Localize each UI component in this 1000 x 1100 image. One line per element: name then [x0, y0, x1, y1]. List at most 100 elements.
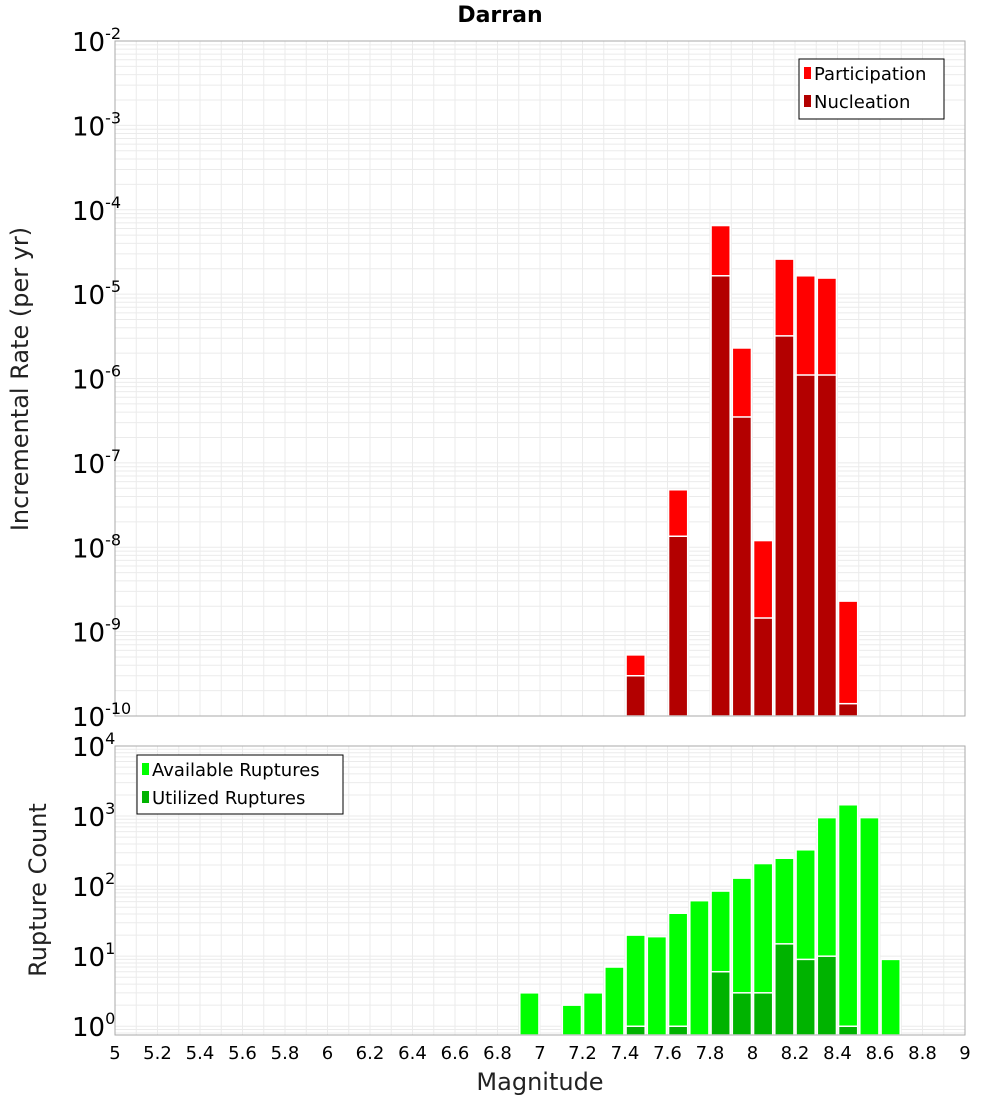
y-tick-label: 10-7 [72, 446, 121, 480]
bar-available-ruptures [646, 935, 668, 1036]
bar-utilized-ruptures [795, 958, 816, 1036]
legend-swatch [804, 95, 811, 107]
bottom-plot-frame [114, 745, 966, 1036]
y-tick-base: 10 [72, 1013, 105, 1043]
top-y-axis-label: Incremental Rate (per yr) [6, 227, 34, 531]
bar-nucleation [837, 702, 859, 717]
x-tick-label: 9 [959, 1043, 970, 1064]
bar-nucleation [731, 416, 753, 717]
y-tick-exponent: -8 [105, 530, 121, 549]
legend-box [136, 754, 344, 815]
y-tick-label: 10-8 [72, 530, 121, 564]
y-tick-base: 10 [72, 450, 105, 480]
bar-utilized-ruptures [625, 1025, 646, 1036]
bar-available-ruptures [519, 992, 540, 1036]
y-tick-exponent: -5 [105, 277, 121, 296]
y-tick-label: 10-3 [72, 108, 121, 142]
bar-nucleation [625, 674, 646, 717]
y-tick-exponent: -9 [105, 615, 121, 634]
legend-swatch [804, 67, 811, 79]
y-tick-label: 10-6 [72, 362, 121, 396]
series-nucleation [625, 275, 859, 717]
y-tick-base: 10 [72, 873, 105, 903]
y-tick-label: 103 [72, 799, 115, 833]
bar-nucleation [667, 535, 689, 717]
x-tick-label: 5 [109, 1043, 120, 1064]
y-tick-label: 10-4 [72, 193, 121, 227]
bar-utilized-ruptures [710, 970, 731, 1036]
x-tick-label: 7.4 [611, 1043, 640, 1064]
bar-available-ruptures [880, 958, 901, 1036]
x-tick-label: 6.6 [441, 1043, 470, 1064]
y-tick-label: 100 [72, 1009, 115, 1043]
legend-swatch [142, 791, 149, 803]
y-tick-exponent: -2 [105, 24, 121, 43]
x-tick-label: 6 [322, 1043, 333, 1064]
x-tick-label: 7.8 [696, 1043, 725, 1064]
y-tick-base: 10 [72, 733, 105, 763]
bar-utilized-ruptures [731, 992, 753, 1036]
y-tick-label: 102 [72, 869, 115, 903]
legend-label: Nucleation [814, 92, 910, 113]
y-tick-base: 10 [72, 803, 105, 833]
y-tick-base: 10 [72, 366, 105, 396]
x-tick-label: 7.6 [653, 1043, 682, 1064]
bar-available-ruptures [561, 1004, 583, 1036]
y-tick-exponent: -10 [105, 699, 131, 718]
y-tick-base: 10 [72, 619, 105, 649]
y-tick-exponent: 2 [105, 869, 115, 888]
top-grid [114, 40, 966, 717]
y-tick-base: 10 [72, 534, 105, 564]
chart-title: Darran [457, 3, 542, 28]
bar-nucleation [710, 275, 731, 717]
x-tick-label: 6.8 [483, 1043, 512, 1064]
x-tick-label: 8.2 [781, 1043, 810, 1064]
bottom-grid [114, 745, 966, 1035]
y-tick-label: 104 [72, 729, 115, 763]
top-legend: Participation Nucleation [798, 58, 945, 120]
legend-label: Utilized Ruptures [152, 788, 305, 809]
y-tick-label: 10-2 [72, 24, 121, 58]
y-tick-exponent: -4 [105, 193, 121, 212]
y-tick-exponent: -7 [105, 446, 121, 465]
bar-available-ruptures [582, 992, 604, 1036]
bar-nucleation [774, 335, 795, 717]
bar-available-ruptures [859, 816, 880, 1036]
y-tick-base: 10 [72, 28, 105, 58]
x-tick-label: 7 [534, 1043, 545, 1064]
top-y-tick-labels: 10-210-310-410-510-610-710-810-910-10 [72, 24, 131, 733]
x-axis-label: Magnitude [476, 1068, 603, 1096]
x-tick-label: 7.2 [568, 1043, 597, 1064]
y-tick-exponent: 3 [105, 799, 115, 818]
bar-available-ruptures [625, 934, 646, 1036]
y-tick-exponent: -3 [105, 108, 121, 127]
bar-utilized-ruptures [667, 1025, 689, 1036]
y-tick-exponent: -6 [105, 362, 121, 381]
y-tick-exponent: 0 [105, 1009, 115, 1028]
bottom-legend: Available Ruptures Utilized Ruptures [136, 754, 344, 815]
y-tick-base: 10 [72, 703, 105, 733]
x-tick-label: 8.4 [823, 1043, 852, 1064]
x-tick-label: 5.4 [186, 1043, 215, 1064]
bar-utilized-ruptures [837, 1025, 859, 1036]
bar-nucleation [795, 374, 816, 717]
bar-utilized-ruptures [816, 955, 838, 1036]
x-tick-label: 8 [747, 1043, 758, 1064]
top-plot-frame [114, 40, 966, 717]
y-tick-label: 10-9 [72, 615, 121, 649]
bar-utilized-ruptures [752, 992, 774, 1036]
y-tick-label: 10-5 [72, 277, 121, 311]
y-tick-label: 101 [72, 939, 115, 973]
x-tick-label: 6.4 [398, 1043, 427, 1064]
x-tick-label: 5.8 [271, 1043, 300, 1064]
y-tick-base: 10 [72, 281, 105, 311]
legend-box [798, 58, 945, 120]
bar-nucleation [816, 374, 838, 717]
bar-utilized-ruptures [774, 943, 795, 1036]
bar-available-ruptures [667, 912, 689, 1036]
y-tick-label: 10-10 [72, 699, 131, 733]
bar-available-ruptures [837, 804, 859, 1036]
x-tick-label: 6.2 [356, 1043, 385, 1064]
